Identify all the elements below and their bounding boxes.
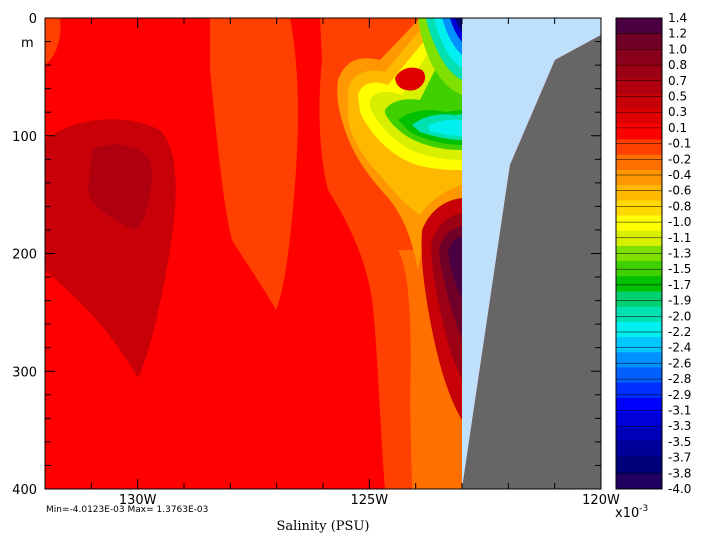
- colorbar-swatch: [616, 367, 662, 384]
- colorbar-label: -0.6: [668, 184, 691, 198]
- colorbar-swatch: [616, 93, 662, 110]
- y-axis: 0 100 200 300 400: [12, 12, 601, 498]
- contour-region-deep-purple: [448, 236, 462, 300]
- colorbar-swatch: [616, 154, 662, 171]
- land-region: [462, 35, 601, 489]
- y-tick-label: 100: [12, 130, 37, 145]
- y-tick-label: 0: [29, 12, 37, 27]
- colorbar-label: -1.0: [668, 215, 691, 229]
- colorbar-swatch: [616, 185, 662, 201]
- colorbar-label: -1.5: [668, 262, 691, 276]
- x-tick-label: 120W: [582, 493, 620, 508]
- y-tick-label: 300: [12, 365, 37, 380]
- colorbar-swatch: [616, 428, 662, 444]
- colorbar-swatch: [616, 78, 662, 95]
- colorbar-swatch: [616, 18, 662, 34]
- colorbar-label: -2.4: [668, 341, 691, 355]
- colorbar-label: -3.7: [668, 451, 691, 465]
- colorbar-swatch: [616, 261, 662, 277]
- colorbar-label: -3.8: [668, 466, 691, 480]
- colorbar-swatch: [616, 33, 662, 49]
- y-tick-label: 400: [12, 483, 37, 498]
- colorbar-label: -0.1: [668, 137, 691, 151]
- colorbar-swatch: [616, 63, 662, 80]
- colorbar-swatch: [616, 48, 662, 65]
- contour-region-top-left-orange: [45, 18, 61, 65]
- plot-area: [45, 18, 601, 489]
- colorbar-label: 1.2: [668, 27, 687, 41]
- contour-region-red-blob: [395, 67, 426, 91]
- colorbar-label: -3.5: [668, 435, 691, 449]
- colorbar-swatch: [616, 230, 662, 247]
- colorbar-swatch: [616, 215, 662, 232]
- colorbar-label: 0.7: [668, 74, 687, 88]
- colorbar-exponent: x10-3: [615, 504, 648, 521]
- colorbar-swatch: [616, 169, 662, 186]
- contour-region-cyan: [428, 119, 462, 136]
- colorbar-label: -1.3: [668, 247, 691, 261]
- colorbar-label: 0.5: [668, 90, 687, 104]
- colorbar-swatch: [616, 413, 662, 429]
- colorbar-swatch: [616, 473, 662, 490]
- colorbar-swatch: [616, 382, 662, 399]
- colorbar-swatch: [616, 337, 662, 353]
- colorbar-label: -2.6: [668, 356, 691, 370]
- contour-region-darker-red: [88, 144, 152, 230]
- colorbar-swatch: [616, 443, 662, 460]
- colorbar-exponent-power: -3: [639, 504, 648, 514]
- x-axis: 130W 125W 120W: [44, 18, 620, 508]
- x-tick-label: 130W: [119, 493, 157, 508]
- y-unit-label: m: [21, 36, 34, 51]
- colorbar-label: -2.0: [668, 309, 691, 323]
- colorbar-label: -1.1: [668, 231, 691, 245]
- colorbar-label: 0.3: [668, 105, 687, 119]
- colorbar-label: -1.7: [668, 278, 691, 292]
- colorbar-swatch: [616, 458, 662, 475]
- stats-text: Min=-4.0123E-03 Max= 1.3763E-03: [46, 505, 208, 515]
- colorbar-swatch: [616, 397, 662, 414]
- y-tick-label: 200: [12, 248, 37, 263]
- colorbar-swatch: [616, 352, 662, 368]
- contour-region-upper-navy: [455, 18, 462, 32]
- colorbar-label: -2.9: [668, 388, 691, 402]
- colorbar-swatch: [616, 321, 662, 338]
- no-data-region: [462, 18, 601, 489]
- colorbar-swatch: [616, 200, 662, 217]
- colorbar-swatch: [616, 124, 662, 141]
- colorbar-label: -2.2: [668, 325, 691, 339]
- colorbar-label: 1.0: [668, 42, 687, 56]
- colorbar-label: -1.9: [668, 294, 691, 308]
- colorbar-label: -0.8: [668, 199, 691, 213]
- colorbar-label: -2.8: [668, 372, 691, 386]
- colorbar-label: 1.4: [668, 11, 687, 25]
- colorbar-exponent-base: x10: [615, 506, 639, 521]
- contour-region-orange-tongue: [210, 18, 298, 310]
- colorbar-label: 0.1: [668, 121, 687, 135]
- colorbar: 1.4 1.21.0 0.8 0.7 0.50.3 0.1 -0.1-0.2 -0.4 -0.6…: [615, 11, 691, 496]
- colorbar-swatch: [616, 109, 662, 125]
- colorbar-label: -0.2: [668, 152, 691, 166]
- colorbar-swatch: [616, 306, 662, 323]
- colorbar-swatch: [616, 276, 662, 292]
- colorbar-swatch: [616, 291, 662, 308]
- colorbar-label: -3.3: [668, 419, 691, 433]
- colorbar-label: -3.1: [668, 404, 691, 418]
- colorbar-label: 0.8: [668, 58, 687, 72]
- x-axis-title: Salinity (PSU): [277, 519, 370, 534]
- x-tick-label: 125W: [350, 493, 388, 508]
- colorbar-label: -4.0: [668, 482, 691, 496]
- colorbar-swatch: [616, 139, 662, 156]
- colorbar-label: -0.4: [668, 168, 691, 182]
